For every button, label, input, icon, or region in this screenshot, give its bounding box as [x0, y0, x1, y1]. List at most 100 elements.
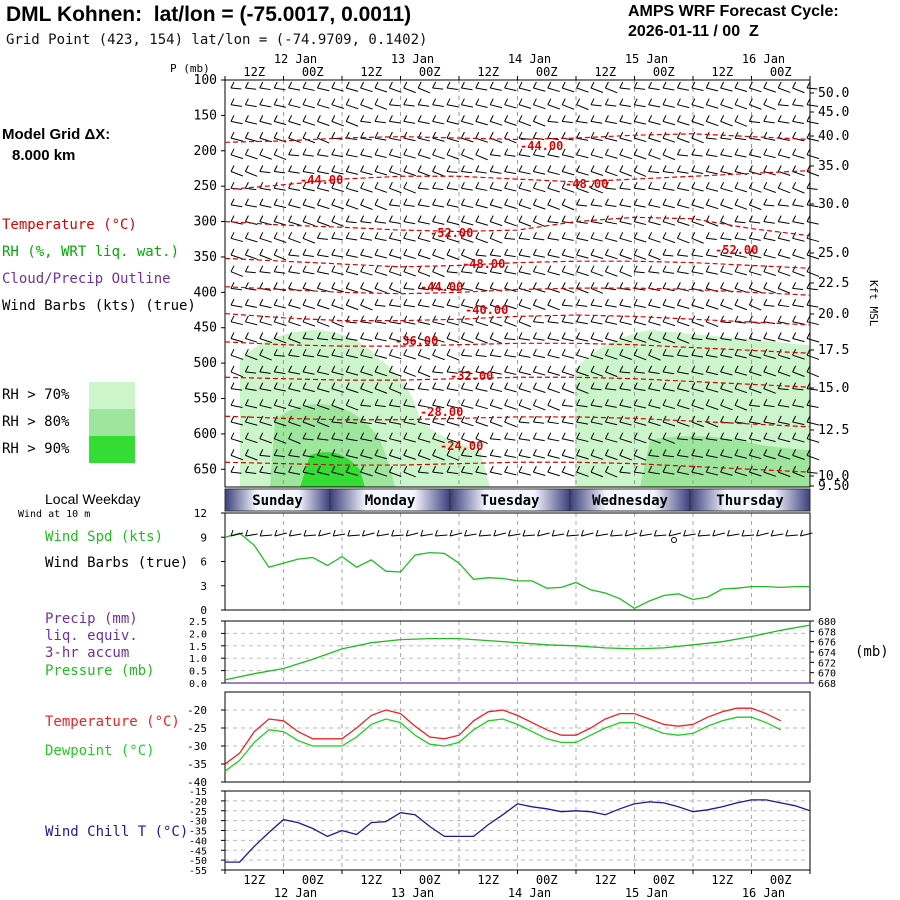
wind-barb: [446, 271, 458, 274]
wind-barb-flag: [576, 265, 581, 272]
wind-barb-flag: [446, 315, 451, 323]
wind-barb: [734, 454, 747, 459]
wind-barb-flag: [230, 215, 235, 222]
wind-barb: [634, 404, 647, 409]
wind-barb: [374, 221, 387, 224]
wind-barb: [590, 154, 604, 159]
wind-barb-flag: [720, 399, 725, 406]
wind-barb: [346, 221, 357, 224]
wind-barb: [778, 154, 791, 159]
surface-wind-barb-flag: [770, 529, 774, 537]
wind-barb-flag: [460, 115, 465, 122]
wind-barb-flag: [691, 265, 696, 272]
wind-barb-flag: [288, 165, 293, 172]
wind-barb: [490, 421, 503, 427]
wind-barb-flag: [676, 282, 681, 289]
wind-barb-flag: [590, 181, 595, 189]
wind-barb: [533, 354, 546, 359]
wind-barb: [576, 237, 589, 242]
wind-barb: [605, 454, 618, 461]
pressure-tick-label: 500: [194, 356, 217, 371]
wind-barb-flag: [763, 348, 768, 356]
wind-barb: [346, 371, 359, 376]
wind-barb-flag: [489, 165, 494, 172]
wind-barb: [302, 404, 316, 410]
wind-barb-flag: [230, 315, 235, 323]
wind-barb-flag: [374, 332, 379, 339]
wind-barb: [490, 171, 502, 174]
wind-barb: [418, 471, 429, 474]
wind-barb: [677, 237, 690, 244]
wind-barb-flag: [777, 415, 782, 423]
wind-barb: [720, 304, 733, 310]
wind-barb-flag: [360, 165, 365, 172]
wind-speed-label: Wind Spd (kts): [45, 529, 164, 545]
wind-barb: [346, 204, 359, 210]
wind-barb: [763, 104, 776, 110]
wind-barb-flag: [734, 131, 739, 139]
surface-wind-barb-flag: [712, 529, 716, 537]
top-date-label: 12 Jan: [274, 52, 317, 66]
wind-barb: [677, 221, 690, 226]
wind-barb-flag: [547, 81, 552, 89]
wind-barb-flag: [446, 282, 451, 289]
wind-barb: [317, 371, 330, 376]
wind-chill-panel-ytick-label: -55: [189, 866, 207, 877]
wind-barb-flag: [302, 365, 307, 373]
wind-barb-flag: [662, 432, 667, 439]
wind-barb: [504, 338, 516, 341]
surface-wind-barb: [493, 532, 506, 537]
wind-barb-flag: [777, 98, 782, 105]
wind-barb-flag: [590, 198, 595, 206]
surface-wind-barb: [391, 534, 404, 537]
wind-barb: [562, 371, 575, 377]
wind-barb: [706, 321, 719, 327]
wind-barb-flag: [763, 298, 768, 306]
wind-barb-flag: [518, 382, 523, 389]
wind-barb: [302, 388, 315, 393]
wind-barb-flag: [302, 282, 307, 289]
wind-barb-flag: [360, 98, 365, 105]
wind-barb: [389, 204, 401, 207]
wind-barb-flag: [633, 248, 638, 256]
wind-barb: [446, 371, 458, 374]
wind-barb-flag: [532, 265, 537, 272]
wind-barb: [778, 237, 791, 242]
wind-barb: [562, 421, 574, 425]
wind-barb-flag: [504, 248, 509, 256]
wind-barb: [374, 187, 388, 193]
wind-barb: [360, 171, 373, 176]
wind-barb: [648, 421, 661, 427]
wind-barb: [677, 421, 690, 427]
wind-barb-flag: [244, 382, 249, 389]
wind-barb: [245, 204, 257, 208]
wind-barb-flag: [619, 298, 624, 306]
wind-barb-flag: [403, 148, 408, 156]
wind-barb: [317, 421, 330, 428]
wind-barb: [518, 187, 532, 192]
wind-barb: [360, 454, 373, 459]
wind-barb: [533, 204, 546, 210]
surface-wind-barb: [230, 532, 244, 537]
wind-barb-flag: [792, 215, 797, 222]
wind-barb: [331, 421, 343, 424]
wind-barb: [547, 271, 560, 276]
wind-barb: [734, 137, 747, 141]
wind-barb: [734, 421, 746, 424]
wind-barb-flag: [590, 98, 595, 105]
wind-barb: [331, 120, 344, 127]
wind-barb: [374, 371, 388, 377]
wind-barb: [763, 204, 775, 207]
wind-barb: [446, 354, 460, 361]
wind-barb-flag: [705, 382, 710, 389]
wind-barb: [230, 388, 243, 391]
wind-barb: [518, 104, 532, 109]
wind-barb: [302, 171, 315, 174]
surface-wind-barb-flag: [347, 529, 351, 537]
surface-wind-barb-flag: [624, 529, 628, 537]
wind-barb-flag: [633, 198, 638, 206]
wind-barb-flag: [475, 282, 480, 289]
wind-barb: [533, 404, 546, 411]
wind-barb-flag: [518, 282, 523, 289]
